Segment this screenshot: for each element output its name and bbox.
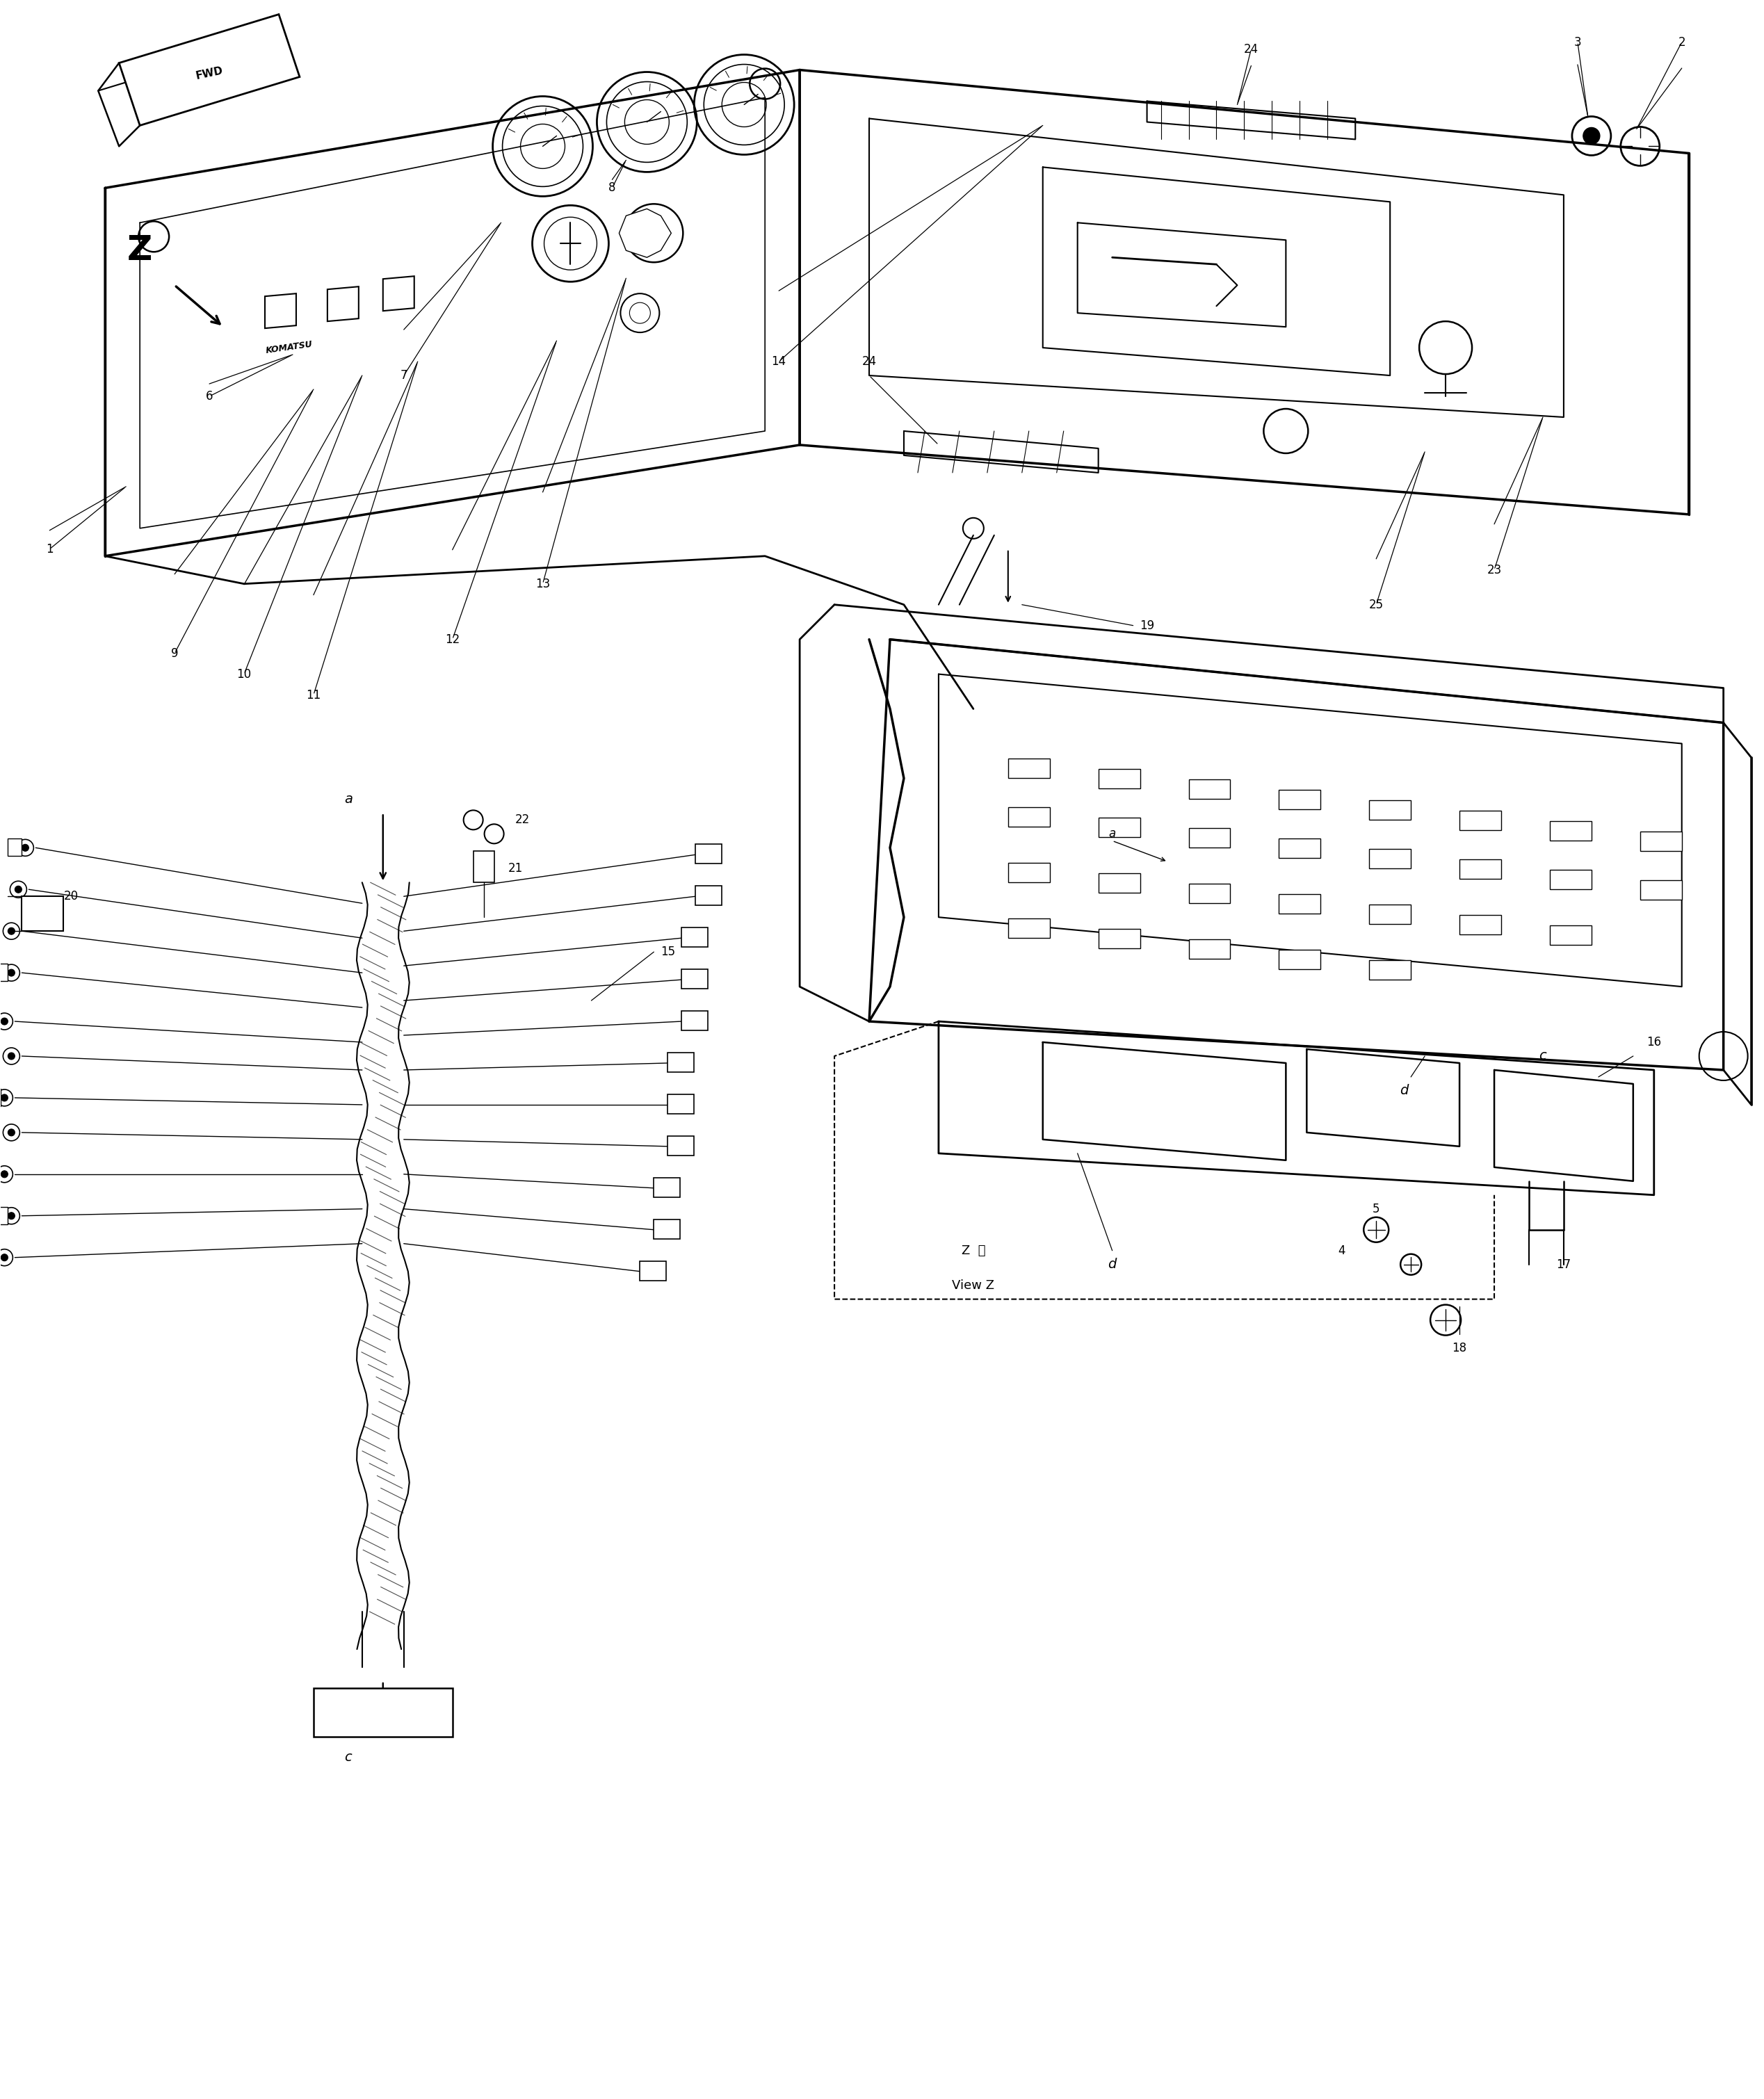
Text: KOMATSU: KOMATSU <box>265 340 312 355</box>
Circle shape <box>2 1171 7 1178</box>
Text: 12: 12 <box>445 634 460 646</box>
Text: c: c <box>344 1751 353 1763</box>
Bar <box>473 852 494 882</box>
Text: c: c <box>1540 1050 1547 1062</box>
Text: 13: 13 <box>534 577 550 590</box>
Text: 2: 2 <box>1678 36 1685 48</box>
Bar <box>1369 959 1411 980</box>
Text: 11: 11 <box>307 688 321 701</box>
Text: 20: 20 <box>64 890 78 903</box>
Bar <box>681 970 707 989</box>
Text: 22: 22 <box>515 814 529 827</box>
Text: FWD: FWD <box>194 65 224 82</box>
Bar <box>669 1094 693 1115</box>
Bar <box>1099 873 1140 892</box>
Text: a: a <box>344 793 353 806</box>
Text: 4: 4 <box>1337 1245 1346 1257</box>
Bar <box>1551 821 1591 842</box>
Circle shape <box>2 1253 7 1261</box>
Text: 6: 6 <box>206 390 213 403</box>
Bar <box>1099 930 1140 949</box>
Text: 14: 14 <box>771 355 787 367</box>
Circle shape <box>2 1094 7 1102</box>
Text: 5: 5 <box>1372 1203 1379 1215</box>
Text: 21: 21 <box>508 863 522 875</box>
Bar <box>0 963 7 980</box>
Text: 19: 19 <box>1140 619 1154 632</box>
Bar <box>1099 819 1140 838</box>
Bar <box>1551 926 1591 945</box>
Polygon shape <box>118 15 300 126</box>
Circle shape <box>7 1052 14 1060</box>
Text: 10: 10 <box>236 667 252 680</box>
Text: 18: 18 <box>1452 1341 1468 1354</box>
Bar <box>1641 831 1681 852</box>
Bar <box>1099 768 1140 789</box>
Text: Z  視: Z 視 <box>961 1245 986 1257</box>
Text: 17: 17 <box>1556 1257 1572 1270</box>
Bar <box>1007 760 1050 779</box>
Bar <box>681 928 707 947</box>
Text: 23: 23 <box>1487 565 1501 577</box>
Circle shape <box>7 970 14 976</box>
Bar <box>1279 789 1321 810</box>
Text: d: d <box>1399 1085 1408 1098</box>
Circle shape <box>21 844 28 852</box>
Text: 24: 24 <box>863 355 877 367</box>
Circle shape <box>1582 128 1600 145</box>
Circle shape <box>14 886 21 892</box>
Bar <box>1279 840 1321 858</box>
Text: 7: 7 <box>400 369 407 382</box>
Circle shape <box>7 1213 14 1220</box>
Bar <box>1459 861 1501 879</box>
Bar <box>1279 894 1321 913</box>
Bar <box>7 840 21 856</box>
Bar <box>695 886 721 905</box>
Bar <box>0 1207 7 1224</box>
Bar <box>1189 884 1230 903</box>
Text: 9: 9 <box>171 646 178 659</box>
Bar <box>1189 779 1230 800</box>
Text: d: d <box>1108 1257 1117 1272</box>
Circle shape <box>7 928 14 934</box>
Text: View Z: View Z <box>953 1278 995 1291</box>
Bar <box>1189 829 1230 848</box>
Bar <box>1279 951 1321 970</box>
Bar <box>695 844 721 863</box>
Bar <box>1551 869 1591 890</box>
Text: Z: Z <box>127 233 152 267</box>
Bar <box>654 1220 681 1238</box>
Bar <box>1007 808 1050 827</box>
Bar <box>1007 863 1050 882</box>
Bar <box>640 1261 667 1280</box>
Bar <box>1369 905 1411 924</box>
Text: 16: 16 <box>1646 1037 1662 1050</box>
Bar <box>1369 800 1411 821</box>
Bar <box>669 1136 693 1154</box>
Bar <box>1459 915 1501 934</box>
Text: 8: 8 <box>609 183 616 195</box>
Bar <box>314 1688 452 1736</box>
Text: 25: 25 <box>1369 598 1383 611</box>
Bar <box>1007 919 1050 938</box>
Text: 15: 15 <box>662 947 676 957</box>
Text: 24: 24 <box>1244 42 1258 55</box>
Bar <box>1189 940 1230 959</box>
Circle shape <box>2 1018 7 1024</box>
Bar <box>669 1052 693 1073</box>
Text: a: a <box>1110 827 1117 840</box>
Text: 1: 1 <box>46 544 53 556</box>
Polygon shape <box>328 288 358 321</box>
Bar <box>21 896 64 932</box>
Bar <box>1459 810 1501 831</box>
Polygon shape <box>383 277 415 311</box>
Bar <box>681 1012 707 1031</box>
Bar <box>1641 879 1681 900</box>
Text: 3: 3 <box>1573 36 1581 48</box>
Circle shape <box>7 1129 14 1136</box>
Polygon shape <box>265 294 296 327</box>
Bar <box>1369 850 1411 869</box>
Polygon shape <box>619 208 672 258</box>
Bar <box>654 1178 681 1196</box>
